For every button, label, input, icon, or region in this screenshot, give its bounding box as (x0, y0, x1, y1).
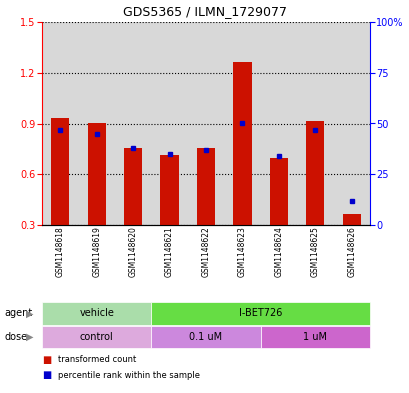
Text: 0.1 uM: 0.1 uM (189, 332, 222, 342)
Bar (115, 22, 151, 225)
Bar (42, 22, 78, 225)
Text: agent: agent (4, 309, 32, 318)
Bar (233, 62, 251, 225)
Text: ■: ■ (42, 370, 51, 380)
Text: GDS5365 / ILMN_1729077: GDS5365 / ILMN_1729077 (123, 5, 286, 18)
Bar (151, 302, 369, 325)
Text: ■: ■ (42, 355, 51, 365)
Text: control: control (80, 332, 113, 342)
Bar (160, 155, 178, 225)
Bar (196, 148, 215, 225)
Bar (151, 326, 260, 348)
Bar (333, 22, 369, 225)
Bar (51, 118, 69, 225)
Bar (269, 158, 287, 225)
Bar (124, 148, 142, 225)
Bar (42, 326, 151, 348)
Bar (224, 22, 260, 225)
Bar (187, 22, 224, 225)
Text: transformed count: transformed count (58, 356, 136, 364)
Text: ▶: ▶ (26, 309, 34, 318)
Text: dose: dose (4, 332, 27, 342)
Bar (260, 22, 297, 225)
Text: ▶: ▶ (26, 332, 34, 342)
Text: vehicle: vehicle (79, 309, 114, 318)
Bar (342, 214, 360, 225)
Text: percentile rank within the sample: percentile rank within the sample (58, 371, 200, 380)
Text: I-BET726: I-BET726 (238, 309, 282, 318)
Bar (78, 22, 115, 225)
Bar (88, 123, 106, 225)
Bar (260, 326, 369, 348)
Bar (151, 22, 187, 225)
Bar (297, 22, 333, 225)
Text: 1 uM: 1 uM (303, 332, 326, 342)
Bar (42, 302, 151, 325)
Bar (306, 121, 324, 225)
